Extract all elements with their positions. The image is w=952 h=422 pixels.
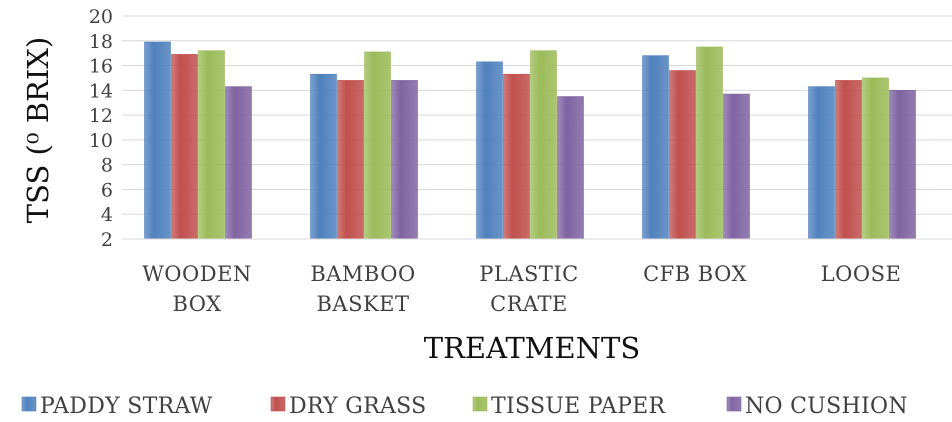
x-tick-label: LOOSE [821,262,902,286]
bar [530,50,557,240]
x-tick-label: BOX [172,292,221,316]
bar [889,90,916,240]
y-tick-label: 18 [89,31,113,53]
legend-label: PADDY STRAW [40,394,213,419]
x-tick-label: CRATE [490,292,568,316]
bars [144,41,916,240]
x-axis-category-labels: WOODEN BOX BAMBOO BASKET PLASTIC CRATE CFB BOX… [142,262,901,316]
x-tick-label: CFB BOX [643,262,747,286]
y-tick-label: 10 [89,130,113,152]
legend-swatch [270,396,286,412]
bar [225,86,252,240]
bar [642,55,669,240]
bar [364,51,391,240]
x-tick-label: WOODEN [142,262,252,286]
bar [669,70,696,240]
bar [503,73,530,240]
legend-swatch [472,396,488,412]
y-tick-label: 4 [101,204,113,226]
bar [696,46,723,240]
bar [557,96,584,240]
legend-label: TISSUE PAPER [491,394,667,419]
bar [310,73,337,240]
bar [391,80,418,240]
bar [144,41,171,240]
y-tick-label: 14 [89,80,113,102]
legend-label: NO CUSHION [745,394,908,419]
x-axis-title: TREATMENTS [424,331,641,365]
bar [171,54,198,240]
bar [476,61,503,240]
x-tick-label: BAMBOO [310,262,415,286]
x-tick-label: PLASTIC [479,262,579,286]
legend-swatch [21,396,37,412]
x-tick-label: BASKET [316,292,409,316]
y-tick-label: 12 [89,105,113,127]
y-tick-label: 8 [101,155,113,177]
bar [808,86,835,240]
legend-swatch [726,396,742,412]
y-axis-title: TSS (⁰ BRIX) [21,37,55,224]
y-tick-label: 2 [101,229,113,251]
bar [835,80,862,240]
bar [198,50,225,240]
legend-label: DRY GRASS [289,394,427,419]
y-tick-label: 6 [101,179,113,201]
y-tick-label: 20 [89,6,113,28]
bar [723,93,750,240]
legend: PADDY STRAW DRY GRASS TISSUE PAPER NO CUSHI… [21,394,908,419]
y-tick-label: 16 [89,56,113,78]
bar [862,77,889,240]
bar [337,80,364,240]
